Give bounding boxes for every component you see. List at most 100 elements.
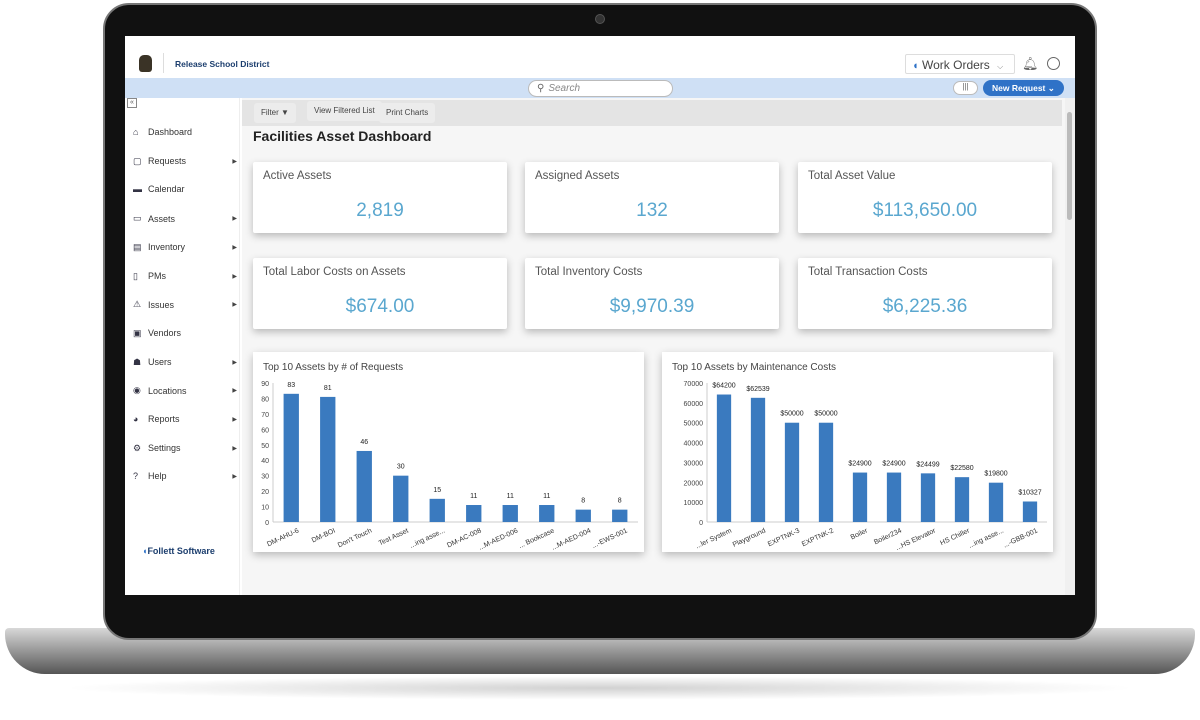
search-icon: ⚲: [537, 83, 545, 94]
stat-card[interactable]: Total Transaction Costs $6,225.36: [798, 258, 1052, 329]
bar: [750, 397, 766, 522]
chevron-right-icon: ▶: [232, 302, 237, 309]
y-tick-label: 50000: [684, 421, 704, 428]
filter-button[interactable]: Filter ▼: [254, 103, 296, 123]
users-icon: ☗: [133, 356, 142, 367]
sidebar-item-help[interactable]: ? Help ▶: [133, 471, 237, 481]
asset-icon: ▭: [133, 213, 142, 224]
chevron-down-icon: ⌵: [997, 62, 1004, 71]
calendar-icon: ▬: [133, 184, 142, 195]
data-label: $50000: [814, 411, 837, 418]
stat-card-title: Total Inventory Costs: [535, 266, 643, 278]
y-tick-label: 70: [261, 412, 269, 419]
sidebar-item-label: Assets: [148, 213, 176, 224]
sidebar-item-reports[interactable]: ◕ Reports ▶: [133, 414, 237, 424]
bar: [852, 472, 868, 522]
bell-icon[interactable]: 🔔︎: [1022, 56, 1039, 71]
sidebar-item-requests[interactable]: ▢ Requests ▶: [133, 156, 237, 167]
x-tick-label: ...M-AED-004: [551, 527, 592, 551]
stat-card-value: $6,225.36: [882, 296, 968, 317]
y-tick-label: 30: [261, 474, 269, 481]
y-tick-label: 0: [265, 520, 269, 527]
laptop-shadow: [60, 676, 1140, 700]
stat-card[interactable]: Total Inventory Costs $9,970.39: [525, 258, 779, 329]
sidebar-item-assets[interactable]: ▭ Assets ▶: [133, 213, 237, 224]
chart-icon: ◕: [133, 414, 139, 424]
sidebar-item-issues[interactable]: ⚠ Issues ▶: [133, 299, 237, 310]
user-profile-icon[interactable]: [1047, 57, 1060, 70]
sidebar-item-locations[interactable]: ◉ Locations ▶: [133, 385, 237, 396]
stat-card[interactable]: Active Assets 2,819: [253, 162, 507, 233]
y-tick-label: 20000: [684, 480, 704, 487]
data-label: 11: [507, 493, 514, 500]
data-label: 81: [324, 385, 332, 392]
sidebar-item-vendors[interactable]: ▣ Vendors: [133, 328, 237, 339]
bar: [466, 505, 482, 522]
sidebar-item-label: Calendar: [148, 184, 185, 195]
data-label: 11: [543, 493, 550, 500]
app-switcher[interactable]: ◖ Work Orders ⌵: [905, 54, 1015, 74]
bar: [1022, 501, 1038, 522]
data-label: 46: [360, 439, 368, 446]
camera-icon: [595, 14, 605, 24]
toolbar: Filter ▼ View Filtered List Print Charts: [242, 100, 1062, 126]
scrollbar-thumb[interactable]: [1067, 112, 1072, 220]
bar: [954, 477, 970, 522]
data-label: $24499: [916, 461, 939, 468]
sidebar-item-pms[interactable]: ▯ PMs ▶: [133, 271, 237, 282]
sidebar-item-users[interactable]: ☗ Users ▶: [133, 357, 237, 368]
requests-chart-svg: 0 10 20 30 40 50 60 70 80 90 83 DM-AHU-6 81 DM-BOI 46 D…: [261, 381, 638, 552]
app-switcher-label: Work Orders: [922, 58, 990, 72]
x-tick-label: Boiler: [850, 527, 870, 541]
clipboard-icon: ▤: [133, 241, 142, 252]
sidebar-item-label: Issues: [148, 299, 175, 310]
sidebar-item-dashboard[interactable]: ⌂ Dashboard: [133, 127, 237, 137]
follett-logo-text: Follett Software: [147, 546, 215, 556]
y-tick-label: 10: [261, 505, 269, 512]
sidebar-item-label: Reports: [148, 414, 180, 424]
view-filtered-list-button[interactable]: View Filtered List: [307, 101, 382, 121]
sidebar-item-settings[interactable]: ⚙ Settings ▶: [133, 443, 237, 454]
help-icon: ?: [133, 471, 139, 482]
bar: [886, 472, 902, 522]
data-label: $24900: [848, 461, 871, 468]
x-tick-label: DM-AHU-6: [266, 527, 300, 548]
collapse-sidebar-icon[interactable]: «: [127, 98, 137, 108]
x-tick-label: EXPTNK-3: [767, 527, 801, 548]
barcode-scan-button[interactable]: |||: [953, 81, 978, 95]
data-label: $19800: [984, 471, 1007, 478]
bar: [988, 482, 1004, 522]
vertical-scrollbar[interactable]: [1065, 98, 1075, 595]
briefcase-icon: ▣: [133, 327, 142, 338]
x-tick-label: ...-EWS-001: [591, 527, 629, 549]
chevron-right-icon: ▶: [232, 158, 237, 165]
bar: [502, 505, 518, 522]
x-tick-label: Playground: [732, 527, 767, 548]
sidebar: « ◖Follett Software ⌂ Dashboard ▢ Requests ▶…: [125, 98, 240, 595]
bar: [539, 505, 555, 522]
chevron-right-icon: ▶: [232, 445, 237, 452]
print-charts-button[interactable]: Print Charts: [379, 103, 436, 123]
x-tick-label: DM-BOI: [311, 527, 337, 544]
search-input[interactable]: ⚲ Search: [528, 80, 673, 97]
data-label: $10327: [1018, 489, 1041, 496]
stat-card-title: Total Transaction Costs: [808, 266, 928, 278]
new-request-button[interactable]: New Request ⌄: [983, 80, 1064, 96]
sidebar-item-calendar[interactable]: ▬ Calendar: [133, 184, 237, 194]
y-tick-label: 40: [261, 458, 269, 465]
chevron-right-icon: ▶: [232, 473, 237, 480]
sidebar-item-label: Locations: [148, 385, 187, 396]
x-tick-label: Test Asset: [378, 527, 410, 547]
sidebar-item-inventory[interactable]: ▤ Inventory ▶: [133, 242, 237, 253]
follett-logo: ◖Follett Software: [142, 546, 215, 556]
stat-card[interactable]: Assigned Assets 132: [525, 162, 779, 233]
stat-card[interactable]: Total Asset Value $113,650.00: [798, 162, 1052, 233]
stat-card-value: $674.00: [345, 296, 415, 317]
data-label: 30: [397, 464, 405, 471]
chevron-right-icon: ▶: [232, 359, 237, 366]
stat-card-value: 132: [636, 200, 668, 221]
bar: [429, 498, 445, 522]
data-label: $62539: [746, 386, 769, 393]
stat-card[interactable]: Total Labor Costs on Assets $674.00: [253, 258, 507, 329]
chevron-right-icon: ▶: [232, 216, 237, 223]
